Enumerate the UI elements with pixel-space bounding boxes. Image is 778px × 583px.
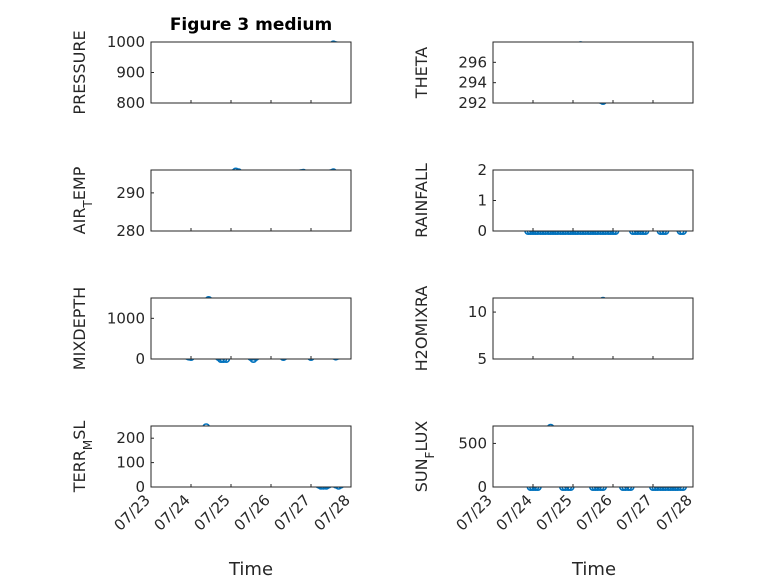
y-tick-label: 1 [477,192,487,210]
axes-frame [150,425,352,488]
axes-frame [492,297,694,360]
y-tick-label: 1000 [107,309,145,327]
subplot-2: 292 294 296 THETA [412,41,694,112]
y-axis-label: H2OMIXRA [412,286,431,372]
y-axis-label: AIRTEMP [70,166,95,234]
y-axis-label: THETA [412,47,431,99]
subplot-5: 0 1000 MIXDEPTH [70,287,352,370]
axes-frame [492,425,694,488]
axes-frame [150,169,352,232]
y-tick-label: 800 [116,94,145,112]
x-tick-label: 07/28 [311,491,354,534]
y-tick-label: 292 [458,94,487,112]
y-axis-label: MIXDEPTH [70,287,89,370]
y-tick-label: 100 [116,454,145,472]
axes-frame [150,297,352,360]
y-tick-label: 0 [477,478,487,496]
axes-frame [492,169,694,232]
x-tick-label: 07/24 [493,491,536,534]
y-axis-label: RAINFALL [412,163,431,238]
subplot-1: 800 900 1000 PRESSURE [70,30,352,115]
x-tick-label: 07/28 [653,491,696,534]
y-tick-label: 294 [458,74,487,92]
axes-frame [492,41,694,104]
y-tick-label: 0 [477,222,487,240]
x-tick-label: 07/23 [111,491,154,534]
y-tick-label: 1000 [107,33,145,51]
y-tick-label: 296 [458,53,487,71]
x-tick-label: 07/25 [533,491,576,534]
y-tick-label: 2 [477,161,487,179]
subplot-4: 0 1 2 RAINFALL [412,161,694,240]
x-tick-label: 07/27 [271,491,314,534]
x-axis-label-right: Time [571,559,616,580]
x-tick-label: 07/23 [453,491,496,534]
y-tick-label: 900 [116,64,145,82]
x-tick-label: 07/27 [613,491,656,534]
y-tick-label: 10 [468,303,487,321]
y-tick-label: 500 [458,434,487,452]
x-tick-label: 07/25 [191,491,234,534]
y-tick-label: 290 [116,184,145,202]
y-axis-label: TERRMSL [70,421,95,494]
y-tick-label: 200 [116,429,145,447]
x-axis-label-left: Time [228,559,273,580]
y-tick-label: 0 [135,478,145,496]
x-tick-label: 07/26 [573,491,616,534]
x-tick-label: 07/24 [151,491,194,534]
y-axis-label: PRESSURE [70,30,89,114]
x-tick-label: 07/26 [231,491,274,534]
figure-title: Figure 3 medium [170,15,332,35]
subplot-6: 5 10 H2OMIXRA [412,286,694,372]
y-axis-label: SUNFLUX [412,421,437,493]
subplot-3: 280 290 AIRTEMP [70,166,352,240]
axes-frame [150,41,352,104]
y-tick-label: 0 [135,350,145,368]
y-tick-label: 5 [477,350,487,368]
y-tick-label: 280 [116,222,145,240]
